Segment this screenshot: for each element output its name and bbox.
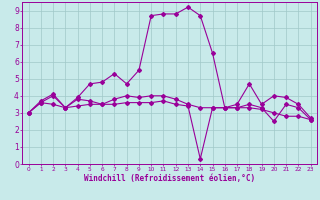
X-axis label: Windchill (Refroidissement éolien,°C): Windchill (Refroidissement éolien,°C) (84, 174, 255, 183)
